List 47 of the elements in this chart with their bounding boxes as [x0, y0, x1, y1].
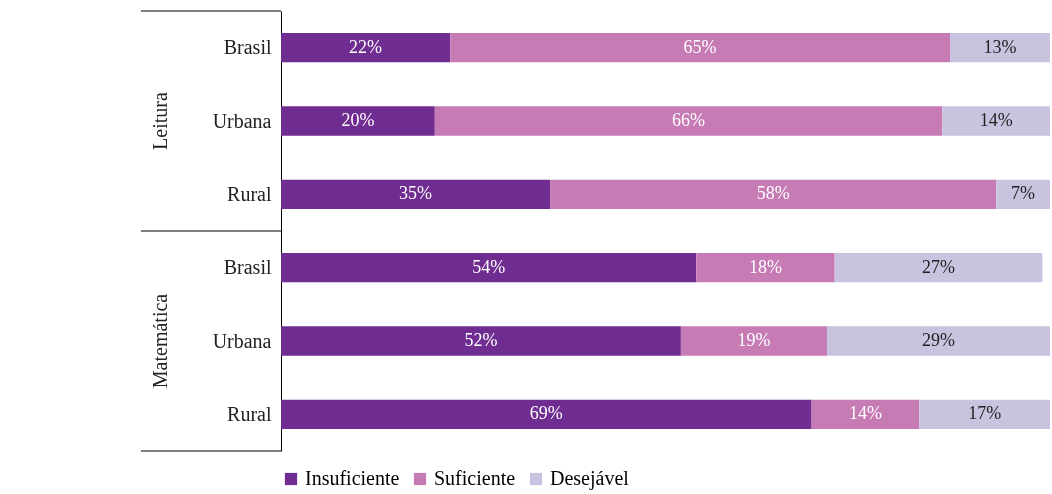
bar — [450, 33, 951, 63]
data-label: 69% — [529, 403, 563, 424]
data-label: 29% — [921, 330, 955, 350]
y-tick-label: Urbana — [212, 109, 272, 132]
data-label: 19% — [737, 330, 771, 350]
data-label: 66% — [672, 110, 706, 130]
bar — [281, 33, 451, 63]
legend-label: Insuficiente — [305, 467, 400, 489]
data-label: 58% — [756, 183, 790, 204]
y-tick-label: Brasil — [223, 36, 272, 59]
data-label: 65% — [683, 36, 717, 57]
bar — [281, 326, 681, 356]
bar — [281, 179, 551, 209]
bar — [826, 326, 1050, 356]
bar — [550, 179, 997, 209]
data-label: 35% — [399, 183, 433, 204]
data-label: 7% — [1011, 183, 1036, 204]
legend-label: Suficiente — [434, 467, 516, 489]
legend-label: Desejável — [550, 467, 630, 490]
y-tick-label: Urbana — [212, 329, 272, 352]
bar — [680, 326, 827, 356]
bar — [434, 106, 943, 136]
data-label: 52% — [464, 330, 498, 350]
y-tick-label: Rural — [227, 402, 272, 425]
data-label: 20% — [341, 110, 375, 130]
text: Matemática — [149, 293, 171, 389]
bar — [811, 399, 920, 429]
bar — [281, 106, 435, 136]
data-label: 13% — [983, 36, 1017, 57]
data-label: 18% — [748, 256, 782, 277]
bar — [942, 106, 1050, 136]
data-label: 17% — [968, 403, 1002, 424]
y-tick-label: Rural — [227, 182, 272, 205]
bar — [281, 399, 812, 429]
data-label: 22% — [349, 36, 383, 57]
data-label: 54% — [472, 256, 506, 277]
bar — [281, 253, 697, 283]
text: Leitura — [149, 92, 171, 150]
data-label: 14% — [848, 403, 882, 424]
bar — [996, 179, 1050, 209]
data-label: 14% — [979, 110, 1013, 130]
bar — [696, 253, 835, 283]
bar — [919, 399, 1050, 429]
data-label: 27% — [921, 256, 955, 277]
y-tick-label: Brasil — [223, 256, 272, 279]
bar — [950, 33, 1050, 63]
bar — [834, 253, 1043, 283]
